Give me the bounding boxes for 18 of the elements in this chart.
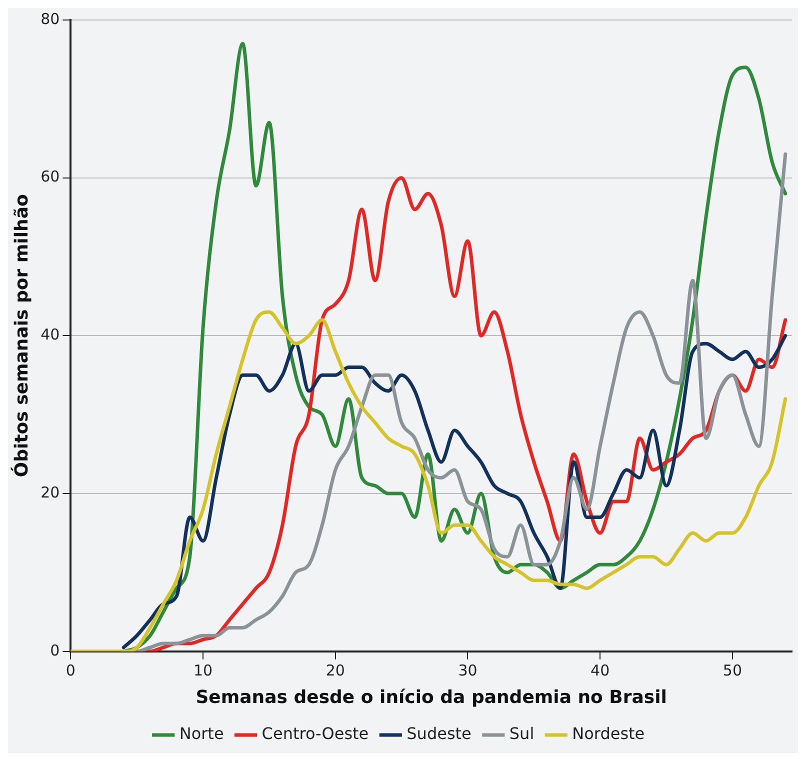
legend-label: Centro-Oeste: [262, 724, 369, 744]
x-tick-label: 20: [326, 661, 345, 680]
legend-label: Nordeste: [572, 724, 645, 744]
legend-label: Sul: [509, 724, 534, 744]
legend-label: Norte: [179, 724, 224, 744]
y-tick-label: 0: [50, 641, 60, 660]
legend-label: Sudeste: [406, 724, 472, 744]
y-tick-label: 20: [40, 483, 60, 502]
y-tick-label: 40: [40, 326, 60, 344]
x-tick-label: 40: [590, 661, 610, 680]
x-axis-title: Semanas desde o início da pandemia no Brasil: [196, 686, 667, 708]
x-tick-label: 10: [193, 661, 213, 680]
y-tick-label: 80: [40, 10, 60, 28]
y-tick-label: 60: [40, 168, 60, 186]
x-tick-label: 30: [458, 661, 478, 680]
x-tick-label: 50: [722, 661, 742, 680]
y-axis-title: Óbitos semanais por milhão: [10, 194, 32, 478]
x-tick-label: 0: [66, 661, 76, 680]
